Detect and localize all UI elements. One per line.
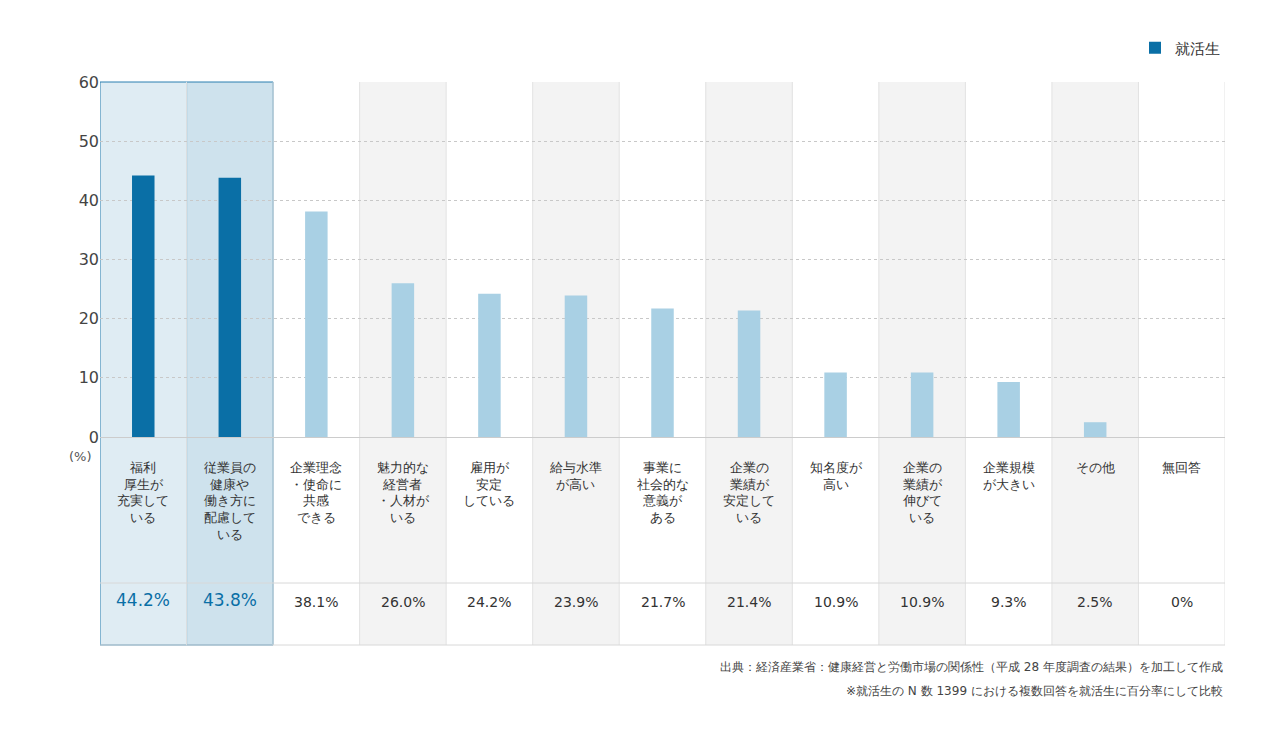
svg-text:21.4%: 21.4% [727,594,771,610]
svg-text:24.2%: 24.2% [467,594,511,610]
svg-text:無回答: 無回答 [1162,460,1201,475]
svg-text:就活生: 就活生 [1175,40,1220,58]
svg-text:9.3%: 9.3% [991,594,1027,610]
svg-text:30: 30 [79,250,99,269]
svg-text:21.7%: 21.7% [641,594,685,610]
svg-text:※就活生の N 数 1399 における複数回答を就活生に百分: ※就活生の N 数 1399 における複数回答を就活生に百分率にして比較 [846,684,1223,698]
svg-text:23.9%: 23.9% [554,594,598,610]
svg-text:企業の業績が安定している: 企業の業績が安定している [723,460,775,526]
svg-text:給与水準が高い: 給与水準が高い [549,460,602,492]
svg-text:38.1%: 38.1% [294,594,338,610]
svg-text:0: 0 [89,428,99,447]
svg-text:0%: 0% [1171,594,1193,610]
svg-text:企業規模が大きい: 企業規模が大きい [983,460,1035,492]
svg-text:10: 10 [79,368,99,387]
svg-text:(%): (%) [69,449,92,464]
svg-text:知名度が高い: 知名度が高い [810,460,863,492]
svg-text:雇用が安定している: 雇用が安定している [463,460,515,509]
svg-text:魅力的な経営者・人材がいる: 魅力的な経営者・人材がいる [377,460,430,526]
svg-text:その他: その他 [1076,460,1115,475]
svg-text:40: 40 [79,191,99,210]
svg-text:企業の業績が伸びている: 企業の業績が伸びている [902,460,943,526]
svg-text:10.9%: 10.9% [900,594,944,610]
svg-text:10.9%: 10.9% [814,594,858,610]
svg-text:事業に社会的な意義がある: 事業に社会的な意義がある [637,460,689,526]
svg-text:50: 50 [79,132,99,151]
svg-text:企業理念・使命に共感できる: 企業理念・使命に共感できる [290,460,342,526]
svg-text:44.2%: 44.2% [116,590,170,610]
svg-text:60: 60 [79,73,99,92]
svg-text:20: 20 [79,309,99,328]
svg-text:福利厚生が充実している: 福利厚生が充実している [117,460,169,526]
svg-text:出典：経済産業省：健康経営と労働市場の関係性（平成 28 年: 出典：経済産業省：健康経営と労働市場の関係性（平成 28 年度調査の結果）を加工… [720,660,1223,674]
svg-text:従業員の健康や働き方に配慮している: 従業員の健康や働き方に配慮している [204,460,256,543]
svg-text:43.8%: 43.8% [203,590,257,610]
svg-text:26.0%: 26.0% [381,594,425,610]
svg-text:2.5%: 2.5% [1077,594,1113,610]
